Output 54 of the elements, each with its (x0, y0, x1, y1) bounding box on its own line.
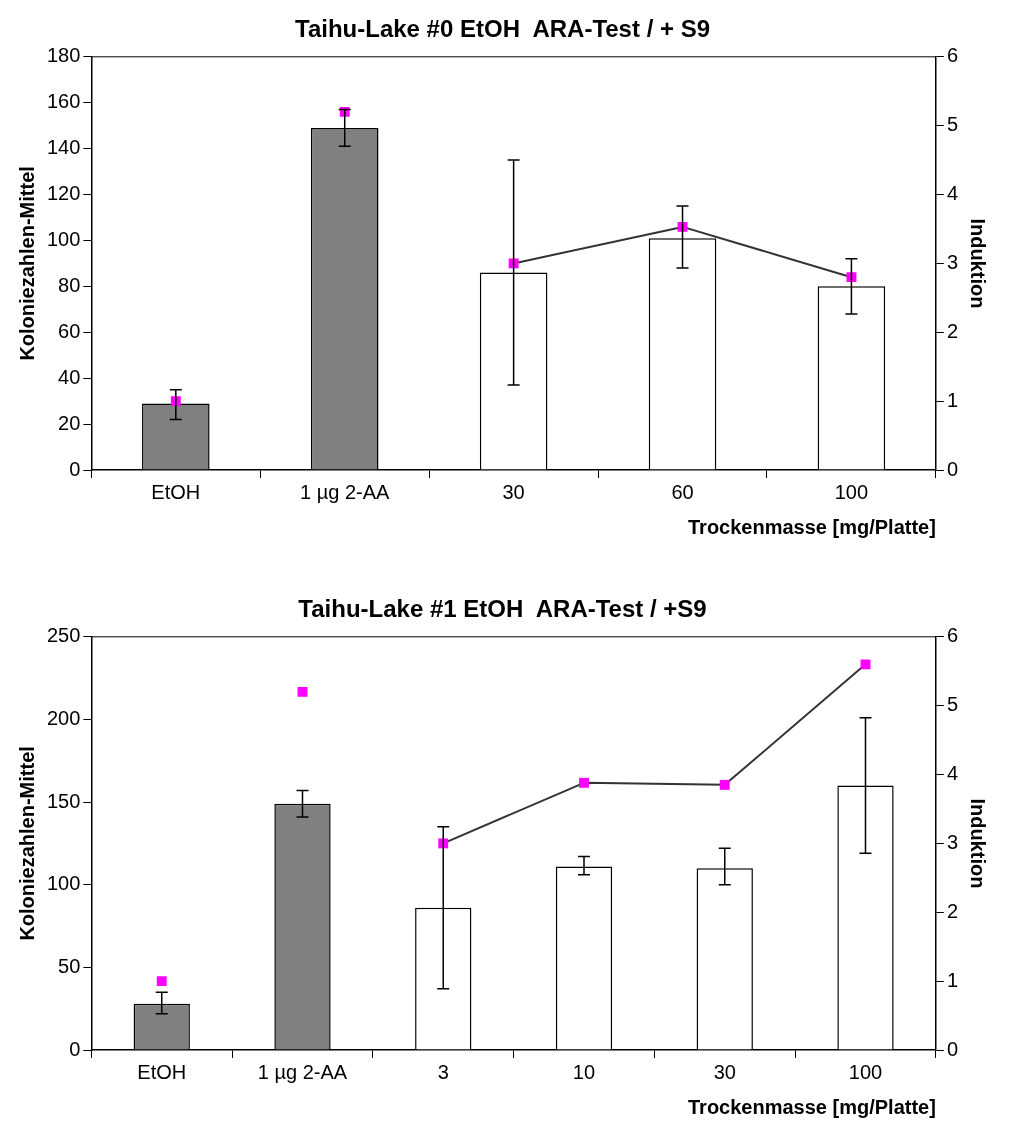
point (860, 659, 871, 670)
x-tick-label: 10 (572, 1060, 596, 1083)
x-tick-label: 3 (437, 1060, 449, 1083)
y-tick-label: 20 (58, 411, 81, 434)
y-tick-label: 80 (58, 273, 81, 296)
y2-tick-label: 2 (946, 899, 958, 922)
y-tick-label: 100 (46, 227, 81, 250)
y-tick-label: 0 (69, 457, 81, 480)
y-tick-label: 120 (46, 182, 81, 205)
y-tick-label: 200 (46, 706, 81, 729)
y2-tick-label: 6 (946, 44, 958, 67)
y-tick-label: 40 (58, 365, 81, 388)
x-tick-label: EtOH (137, 1060, 187, 1083)
point (156, 976, 167, 987)
y2-tick-label: 4 (946, 182, 958, 205)
y-tick-label: 60 (58, 319, 81, 342)
x-tick-label: 1 µg 2-AA (300, 480, 391, 503)
point (579, 777, 589, 788)
y-tick-label: 250 (46, 624, 81, 647)
y-tick-label: 160 (46, 90, 81, 113)
x-tick-label: 1 µg 2-AA (257, 1060, 348, 1083)
y2-tick-label: 4 (946, 762, 958, 785)
chart-title: Taihu-Lake #1 EtOH ARA-Test / +S9 (298, 595, 707, 623)
y2-axis-title: Induktion (967, 218, 990, 309)
y2-tick-label: 0 (946, 1037, 958, 1060)
chart-title: Taihu-Lake #0 EtOH ARA-Test / + S9 (295, 15, 710, 43)
y-tick-label: 180 (46, 44, 81, 67)
x-tick-label: EtOH (151, 480, 201, 503)
y-tick-label: 150 (46, 789, 81, 812)
x-tick-label: 100 (834, 480, 869, 503)
point (719, 779, 730, 790)
y2-tick-label: 3 (946, 830, 958, 853)
y-tick-label: 0 (69, 1037, 81, 1060)
point (297, 686, 308, 697)
y2-tick-label: 5 (946, 113, 958, 136)
y2-tick-label: 1 (946, 388, 958, 411)
y-tick-label: 50 (58, 954, 81, 977)
x-axis-title: Trockenmasse [mg/Platte] (688, 1095, 936, 1118)
y2-tick-label: 0 (946, 457, 958, 480)
x-axis-title: Trockenmasse [mg/Platte] (688, 515, 936, 538)
x-tick-label: 30 (502, 480, 525, 503)
y-tick-label: 100 (46, 872, 81, 895)
y-tick-label: 140 (46, 136, 81, 159)
y-axis-title: Koloniezahlen-Mittel (15, 166, 38, 361)
x-tick-label: 30 (713, 1060, 736, 1083)
x-tick-label: 100 (848, 1060, 883, 1083)
y2-tick-label: 6 (946, 624, 958, 647)
y2-tick-label: 5 (946, 693, 958, 716)
y2-tick-label: 2 (946, 319, 958, 342)
y2-tick-label: 1 (946, 968, 958, 991)
y2-tick-label: 3 (946, 250, 958, 273)
y2-axis-title: Induktion (967, 798, 990, 889)
y-axis-title: Koloniezahlen-Mittel (15, 746, 38, 941)
x-tick-label: 60 (671, 480, 694, 503)
